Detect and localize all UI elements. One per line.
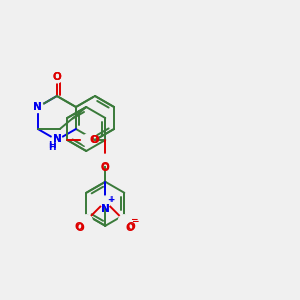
- Circle shape: [32, 101, 43, 112]
- Text: O: O: [76, 223, 85, 233]
- Text: −: −: [130, 215, 138, 224]
- Text: O: O: [75, 222, 84, 232]
- Circle shape: [100, 196, 111, 207]
- Text: N: N: [52, 134, 61, 144]
- Text: O: O: [101, 162, 110, 172]
- Text: O: O: [127, 222, 136, 232]
- Text: N: N: [52, 134, 61, 144]
- Text: −: −: [131, 217, 139, 226]
- Circle shape: [100, 154, 111, 165]
- Text: N: N: [101, 204, 110, 214]
- Text: H: H: [48, 142, 56, 151]
- Circle shape: [51, 134, 62, 146]
- Circle shape: [82, 134, 92, 146]
- Text: H: H: [48, 142, 56, 152]
- Text: O: O: [101, 163, 110, 173]
- Text: O: O: [126, 223, 135, 233]
- Text: O: O: [91, 135, 100, 145]
- Text: N: N: [34, 102, 42, 112]
- Text: O: O: [90, 135, 99, 145]
- Text: O: O: [52, 72, 61, 82]
- Text: N: N: [101, 204, 110, 214]
- Circle shape: [118, 215, 130, 226]
- Text: +: +: [108, 195, 114, 204]
- Text: N: N: [34, 102, 42, 112]
- Circle shape: [51, 72, 62, 83]
- Circle shape: [81, 215, 92, 226]
- Text: O: O: [52, 72, 61, 82]
- Text: +: +: [107, 195, 113, 204]
